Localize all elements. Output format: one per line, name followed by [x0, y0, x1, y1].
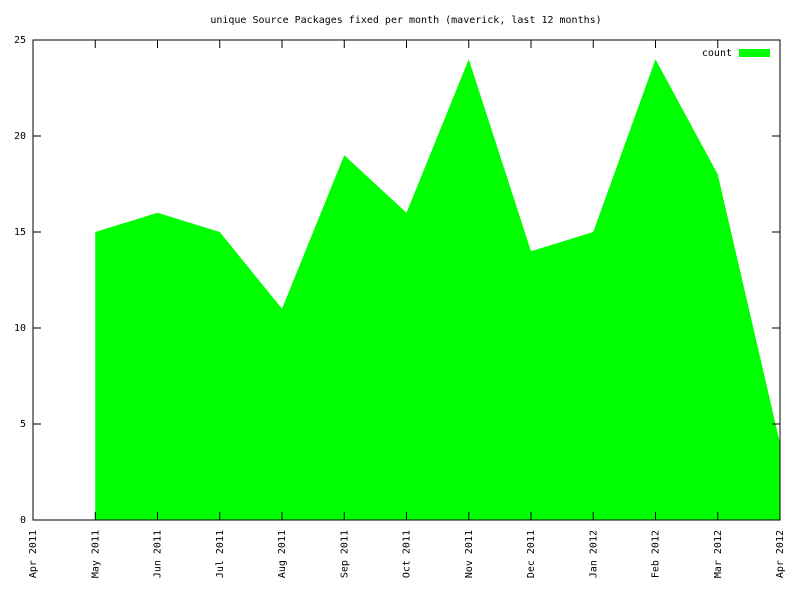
y-tick-label: 15 — [14, 227, 26, 238]
x-tick-label: Dec 2011 — [526, 530, 537, 578]
x-tick-label: Sep 2011 — [339, 530, 350, 578]
y-tick-label: 20 — [14, 131, 26, 142]
y-tick-label: 10 — [14, 323, 26, 334]
x-tick-label: Jan 2012 — [588, 530, 599, 578]
x-tick-label: Nov 2011 — [464, 530, 475, 578]
x-tick-label: Apr 2012 — [775, 530, 786, 578]
x-tick-label: Mar 2012 — [713, 530, 724, 578]
legend-label: count — [702, 48, 732, 59]
y-tick-label: 5 — [20, 419, 26, 430]
plot-frame — [32, 39, 781, 521]
x-tick-label: Feb 2012 — [651, 530, 662, 578]
x-tick-label: Jul 2011 — [215, 530, 226, 578]
area — [95, 59, 780, 520]
legend-swatch — [739, 49, 770, 57]
x-tick-label: Aug 2011 — [277, 530, 288, 578]
chart-title: unique Source Packages fixed per month (… — [210, 15, 601, 26]
x-tick-label: May 2011 — [90, 530, 101, 578]
x-tick-label: Apr 2011 — [28, 530, 39, 578]
y-tick-label: 25 — [14, 35, 26, 46]
y-tick-label: 0 — [20, 515, 26, 526]
x-tick-label: Oct 2011 — [402, 530, 413, 578]
x-tick-label: Jun 2011 — [153, 530, 164, 578]
